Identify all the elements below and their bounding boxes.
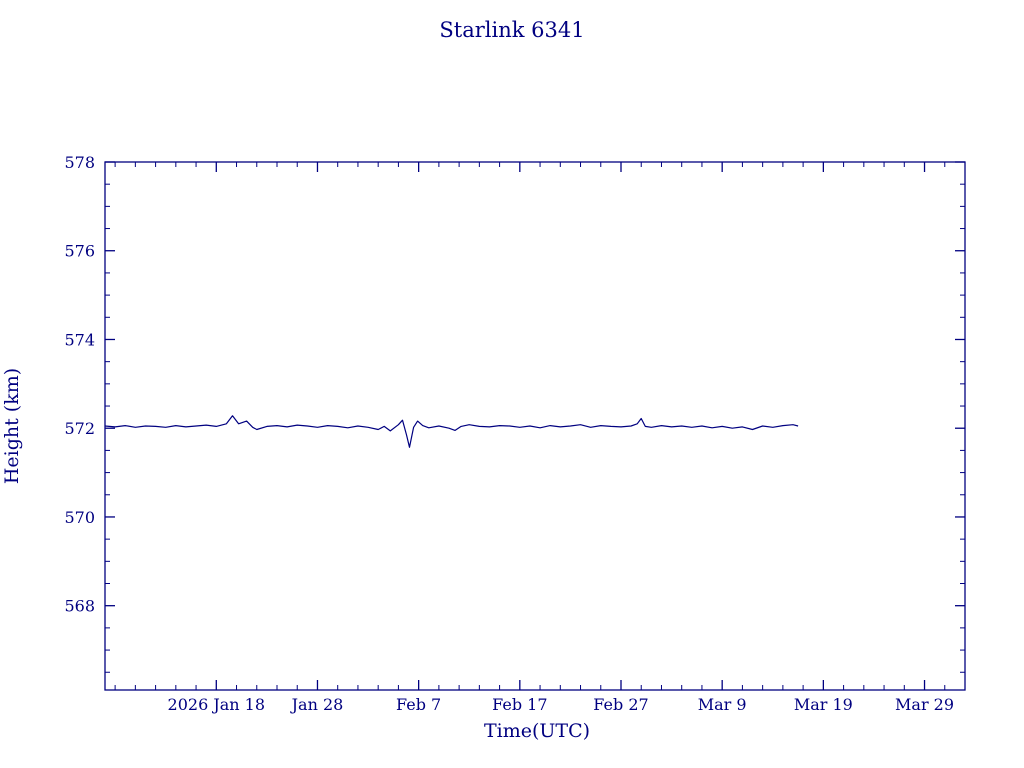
- y-axis-label: Height (km): [1, 368, 23, 484]
- y-tick-label: 572: [64, 419, 95, 438]
- height-series-line: [104, 415, 799, 448]
- x-tick-label: 2026 Jan 18: [168, 695, 266, 714]
- x-tick-label: Feb 7: [396, 695, 441, 714]
- plot-frame: [104, 161, 966, 691]
- x-tick-label: Feb 17: [492, 695, 547, 714]
- y-tick-label: 570: [64, 508, 95, 527]
- x-axis-label: Time(UTC): [484, 720, 590, 742]
- x-tick-label: Mar 29: [895, 695, 954, 714]
- chart-title: Starlink 6341: [439, 18, 584, 42]
- x-tick-label: Mar 19: [794, 695, 853, 714]
- plot-area: 2026 Jan 18 Jan 28 Feb 7 Feb 17 Feb 27 Mar 9 M…: [64, 153, 966, 714]
- y-tick-label: 574: [64, 330, 95, 349]
- y-tick-label: 568: [64, 597, 95, 616]
- x-tick-label: Jan 28: [290, 695, 344, 714]
- y-tick-label: 576: [64, 242, 95, 261]
- y-tick-label: 578: [64, 153, 95, 172]
- x-tick-label: Mar 9: [698, 695, 747, 714]
- x-tick-label: Feb 27: [593, 695, 648, 714]
